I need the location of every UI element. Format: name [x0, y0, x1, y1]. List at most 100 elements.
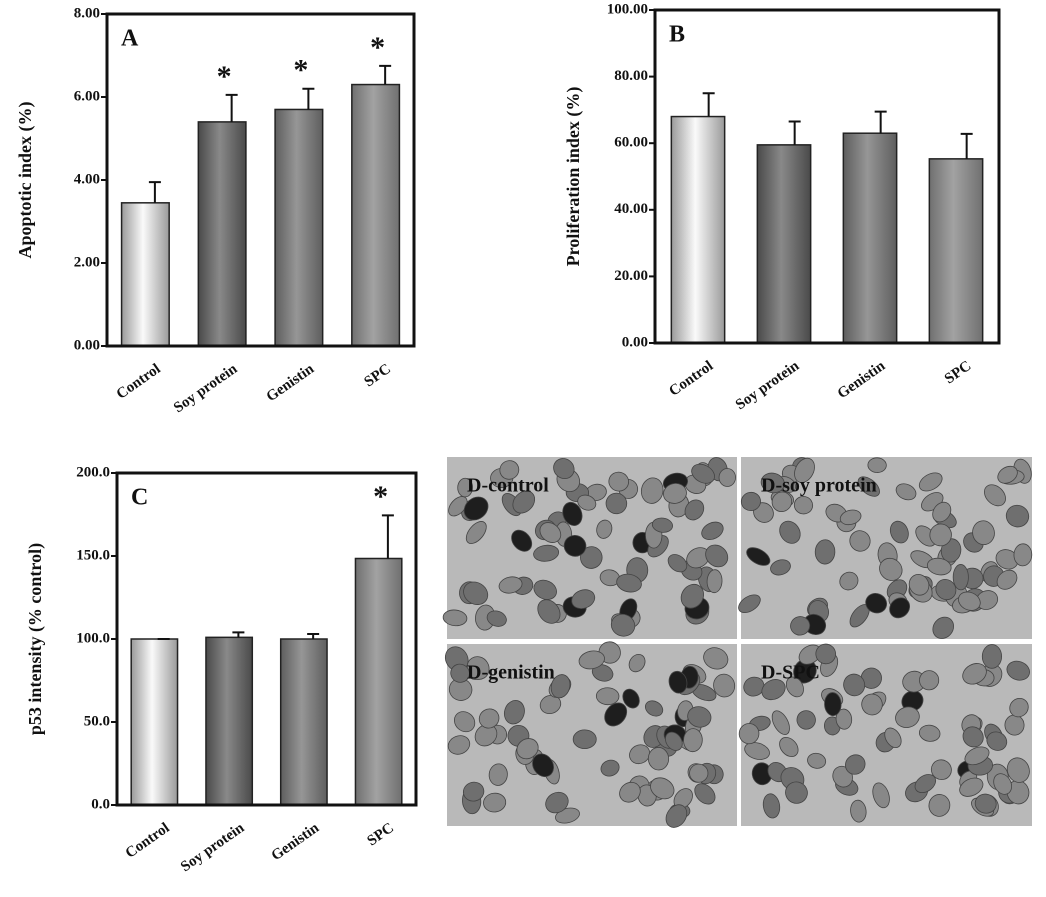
- error-bar: [232, 631, 245, 638]
- nucleus: [997, 465, 1018, 484]
- nucleus: [687, 706, 712, 728]
- bar: [120, 202, 170, 347]
- nucleus: [760, 472, 785, 494]
- nucleus: [865, 593, 888, 614]
- nucleus: [867, 457, 887, 473]
- nucleus: [779, 736, 799, 758]
- nucleus: [872, 782, 890, 809]
- nucleus: [929, 523, 952, 547]
- nucleus: [740, 491, 761, 512]
- y-tick-label: 60.00: [614, 135, 648, 151]
- bar: [130, 638, 179, 806]
- x-tick-label: Genistin: [835, 358, 889, 403]
- nucleus: [762, 793, 781, 819]
- bar: [842, 132, 898, 344]
- nucleus: [889, 520, 909, 544]
- nucleus: [572, 729, 597, 750]
- nucleus: [935, 578, 957, 601]
- nucleus: [532, 753, 554, 778]
- nucleus: [563, 534, 587, 557]
- nucleus: [843, 673, 866, 697]
- panel-label: A: [121, 26, 139, 52]
- nucleus: [932, 501, 952, 523]
- nucleus: [689, 763, 709, 783]
- nucleus: [453, 711, 476, 733]
- nucleus: [962, 726, 984, 748]
- plot-frame: [105, 12, 416, 348]
- nucleus: [796, 710, 816, 730]
- nucleus: [578, 650, 605, 670]
- y-tick-label: 6.00: [74, 88, 100, 104]
- nucleus: [1013, 543, 1033, 567]
- nucleus: [463, 581, 489, 605]
- nucleus: [964, 746, 990, 766]
- nucleus: [993, 773, 1012, 795]
- x-tick-label: Soy protein: [733, 358, 803, 414]
- nucleus: [1006, 757, 1030, 783]
- nucleus: [684, 499, 705, 521]
- nucleus: [463, 496, 489, 521]
- nucleus: [498, 576, 523, 594]
- nucleus: [465, 521, 487, 544]
- y-axis-label: p53 intensity (% control): [25, 543, 46, 735]
- nucleus: [622, 688, 640, 709]
- nucleus: [785, 781, 808, 804]
- error-bar: [960, 132, 973, 159]
- nucleus: [918, 472, 943, 492]
- significance-marker: *: [217, 60, 232, 93]
- y-tick-label: 8.00: [74, 5, 100, 21]
- nucleus: [703, 647, 729, 670]
- nucleus: [457, 477, 473, 498]
- nucleus: [691, 463, 715, 484]
- nucleus: [744, 742, 770, 760]
- micrograph-label: D-soy protein: [761, 475, 877, 497]
- nucleus: [918, 724, 941, 742]
- nucleus: [442, 609, 468, 627]
- nucleus: [879, 557, 903, 581]
- significance-marker: *: [370, 31, 385, 64]
- nucleus: [511, 529, 533, 552]
- x-tick-label: SPC: [942, 358, 974, 387]
- error-bar: [148, 181, 161, 203]
- nucleus: [706, 569, 723, 594]
- nucleus: [577, 494, 597, 511]
- nucleus: [857, 476, 880, 497]
- panel-label: B: [669, 22, 685, 48]
- bar: [279, 638, 328, 806]
- nucleus: [814, 539, 836, 565]
- nucleus: [555, 807, 580, 824]
- nucleus: [628, 653, 646, 673]
- nucleus: [718, 468, 736, 487]
- nucleus: [448, 496, 468, 517]
- nucleus: [608, 471, 630, 492]
- nucleus: [779, 520, 801, 544]
- nucleus: [539, 522, 562, 543]
- nucleus: [486, 610, 507, 627]
- error-bar: [788, 120, 801, 145]
- x-tick-label: SPC: [364, 820, 396, 849]
- nucleus: [984, 484, 1006, 507]
- nucleus: [591, 664, 614, 682]
- nucleus: [550, 674, 571, 699]
- y-tick-label: 150.0: [76, 547, 110, 563]
- nucleus: [743, 676, 765, 697]
- nucleus: [771, 710, 790, 735]
- nucleus: [861, 693, 883, 716]
- nucleus: [908, 574, 930, 596]
- nucleus: [616, 573, 642, 593]
- significance-marker: *: [293, 54, 308, 87]
- nucleus: [533, 544, 560, 562]
- nucleus: [503, 700, 525, 725]
- error-bar: [302, 87, 315, 110]
- nucleus: [972, 520, 995, 546]
- y-tick-label: 50.0: [84, 713, 110, 729]
- nucleus: [793, 496, 814, 515]
- bar: [928, 158, 984, 344]
- bar: [756, 144, 812, 344]
- bar: [197, 121, 247, 347]
- nucleus: [474, 724, 498, 747]
- nucleus: [901, 690, 924, 712]
- nucleus: [512, 490, 536, 514]
- micrograph-label: D-genistin: [467, 662, 555, 684]
- nucleus: [604, 702, 628, 727]
